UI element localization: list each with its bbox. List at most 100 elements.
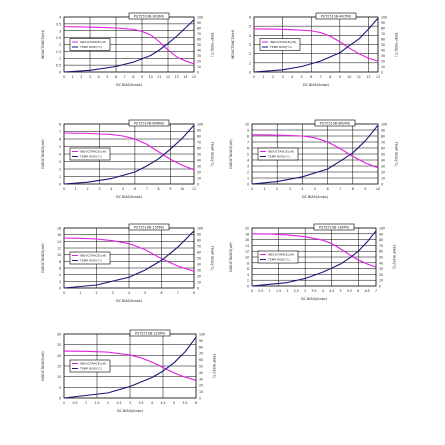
x-tick-label: 1.5 (276, 289, 281, 293)
y2-tick-label: 20 (381, 60, 385, 64)
x-tick-label: 1 (263, 75, 265, 79)
x-tick-label: 1 (79, 291, 81, 295)
inductance-series-line (63, 350, 197, 381)
y-tick-label: 18 (245, 232, 249, 236)
legend-label-temp-rise: TEMP RISE(°C) (79, 155, 102, 159)
x-tick-label: 10 (180, 187, 184, 191)
x-tick-label: 5 (122, 187, 124, 191)
x-axis-label: DC BIAS(Amps) (116, 299, 143, 303)
y2-axis-label: TEMP RISE(°C) (210, 141, 214, 167)
y2-tick-label: 100 (197, 16, 203, 20)
x-tick-label: 9 (169, 187, 171, 191)
x-tick-label: 3 (89, 75, 91, 79)
y-tick-label: 20 (245, 227, 249, 231)
y-tick-label: 9 (247, 129, 249, 133)
temp-rise-series-line (63, 19, 195, 73)
legend-label-inductance: INDUCTANCE(uH) (268, 253, 294, 257)
y-tick-label: 7 (59, 130, 61, 134)
y2-tick-label: 70 (381, 32, 385, 36)
y-axis-label: INDUCTANCE(uH) (41, 139, 45, 169)
y2-tick-label: 20 (197, 60, 201, 64)
x-tick-label: 5 (144, 291, 146, 295)
x-tick-label: 6 (195, 401, 197, 405)
x-tick-label: 4.5 (329, 289, 334, 293)
y-tick-label: 8 (59, 123, 61, 127)
y-axis-label: INDUCTANCE(uH) (229, 139, 233, 169)
y-tick-label: 1.5 (56, 50, 61, 54)
chart-title: PST2510B-180MS (319, 225, 349, 229)
y2-axis-label: TEMP RISE(°C) (394, 31, 398, 57)
y-tick-label: 6 (247, 267, 249, 271)
y2-tick-label: 90 (381, 21, 385, 25)
x-axis-label: DC BIAS(Amps) (302, 195, 329, 199)
x-tick-label: 9 (364, 187, 366, 191)
x-tick-label: 6 (357, 289, 359, 293)
temp-rise-series-line (251, 124, 379, 185)
chart-title-box (129, 329, 171, 337)
y-tick-label: 3 (59, 160, 61, 164)
y2-tick-label: 0 (197, 71, 199, 75)
y2-tick-label: 70 (197, 141, 201, 145)
y2-tick-label: 60 (379, 250, 383, 254)
x-tick-label: 0 (251, 187, 253, 191)
x-tick-label: 5 (340, 289, 342, 293)
x-tick-label: 8 (193, 291, 195, 295)
y2-tick-label: 50 (197, 153, 201, 157)
x-tick-label: 11 (192, 187, 196, 191)
x-tick-label: 3 (304, 289, 306, 293)
y2-tick-label: 40 (379, 261, 383, 265)
x-tick-label: 3 (112, 291, 114, 295)
y-tick-label: 5 (247, 153, 249, 157)
y2-tick-label: 70 (197, 245, 201, 249)
legend-box (259, 38, 301, 51)
y-tick-label: 10 (57, 375, 61, 379)
y2-tick-label: 60 (381, 147, 385, 151)
x-tick-label: 2 (272, 75, 274, 79)
y-tick-label: 6 (249, 16, 251, 20)
x-tick-label: 11 (357, 75, 361, 79)
y2-tick-label: 30 (381, 54, 385, 58)
y-tick-label: 2 (59, 168, 61, 172)
y2-tick-label: 10 (379, 279, 383, 283)
y2-tick-label: 70 (197, 32, 201, 36)
x-tick-label: 13 (175, 75, 179, 79)
y2-tick-label: 10 (197, 177, 201, 181)
y-tick-label: 25 (57, 343, 61, 347)
y2-tick-label: 40 (381, 49, 385, 53)
y2-tick-label: 30 (379, 267, 383, 271)
legend-box (69, 38, 111, 51)
y-tick-label: 18 (57, 227, 61, 231)
temp-rise-series-line (251, 230, 377, 287)
x-tick-label: 7 (124, 75, 126, 79)
y-tick-label: 2 (59, 43, 61, 47)
y-tick-label: 3 (247, 165, 249, 169)
x-tick-label: 8 (132, 75, 134, 79)
y-axis-label: INDUCTANCE(uH) (229, 242, 233, 272)
legend-label-temp-rise: TEMP RISE(°C) (269, 45, 292, 49)
y2-tick-label: 50 (197, 257, 201, 261)
x-tick-label: 10 (149, 75, 153, 79)
y2-tick-label: 30 (197, 165, 201, 169)
y-tick-label: 2 (247, 279, 249, 283)
chart-title-box (313, 223, 355, 231)
legend-label-inductance: INDUCTANCE(uH) (80, 362, 106, 366)
y-axis-label: INDUCTANCE(uH) (41, 29, 45, 59)
temp-rise-series-line (63, 336, 197, 399)
x-tick-label: 1 (75, 187, 77, 191)
chart-title-box (314, 119, 356, 127)
x-tick-label: 3 (98, 187, 100, 191)
y2-tick-label: 20 (199, 384, 203, 388)
y2-tick-label: 10 (381, 65, 385, 69)
x-tick-label: 8 (352, 187, 354, 191)
y-tick-label: 1 (59, 175, 61, 179)
x-tick-label: 3 (129, 401, 131, 405)
legend-box (69, 147, 111, 161)
legend-label-inductance: INDUCTANCE(uH) (80, 254, 106, 258)
y-tick-label: 5 (249, 25, 251, 29)
y2-tick-label: 0 (199, 397, 201, 401)
x-tick-label: 12 (166, 75, 170, 79)
x-axis-label: DC BIAS(Amps) (116, 195, 143, 199)
legend-label-inductance: INDUCTANCE(uH) (268, 150, 294, 154)
x-tick-label: 0 (63, 401, 65, 405)
